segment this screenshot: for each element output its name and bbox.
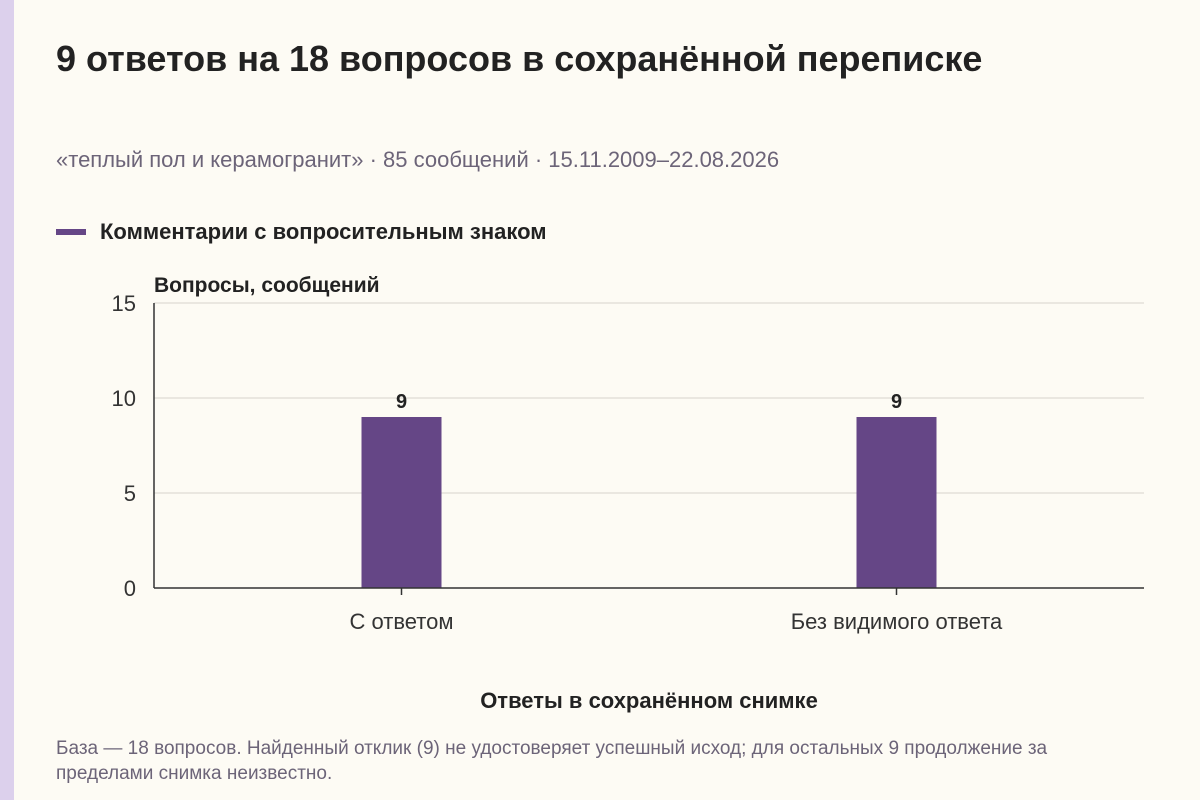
data-label: 9	[891, 391, 902, 413]
left-accent-stripe	[0, 0, 14, 800]
data-label: 9	[396, 391, 407, 413]
y-tick-label: 5	[124, 481, 136, 506]
grid-lines	[154, 302, 1144, 494]
page-subtitle: «теплый пол и керамогранит» · 85 сообщен…	[56, 147, 780, 172]
x-tick-labels: С ответом Без видимого ответа	[350, 588, 1003, 634]
x-axis-title: Ответы в сохранённом снимке	[480, 688, 818, 713]
legend-swatch	[56, 229, 86, 235]
x-tick-label: С ответом	[350, 609, 454, 634]
bar	[856, 417, 937, 588]
y-tick-label: 10	[112, 386, 136, 411]
bar	[361, 417, 442, 588]
y-axis-title: Вопросы, сообщений	[154, 274, 380, 297]
y-tick-label: 15	[112, 291, 136, 316]
footnote: База — 18 вопросов. Найденный отклик (9)…	[56, 738, 1048, 784]
y-tick-label: 0	[124, 576, 136, 601]
legend-label: Комментарии с вопросительным знаком	[100, 219, 547, 244]
chart-legend: Комментарии с вопросительным знаком	[56, 216, 547, 248]
bars	[361, 417, 937, 588]
x-tick-label: Без видимого ответа	[791, 609, 1003, 634]
y-tick-labels: 0 5 10 15	[112, 291, 136, 601]
page-title: 9 ответов на 18 вопросов в сохранённой п…	[56, 38, 983, 79]
